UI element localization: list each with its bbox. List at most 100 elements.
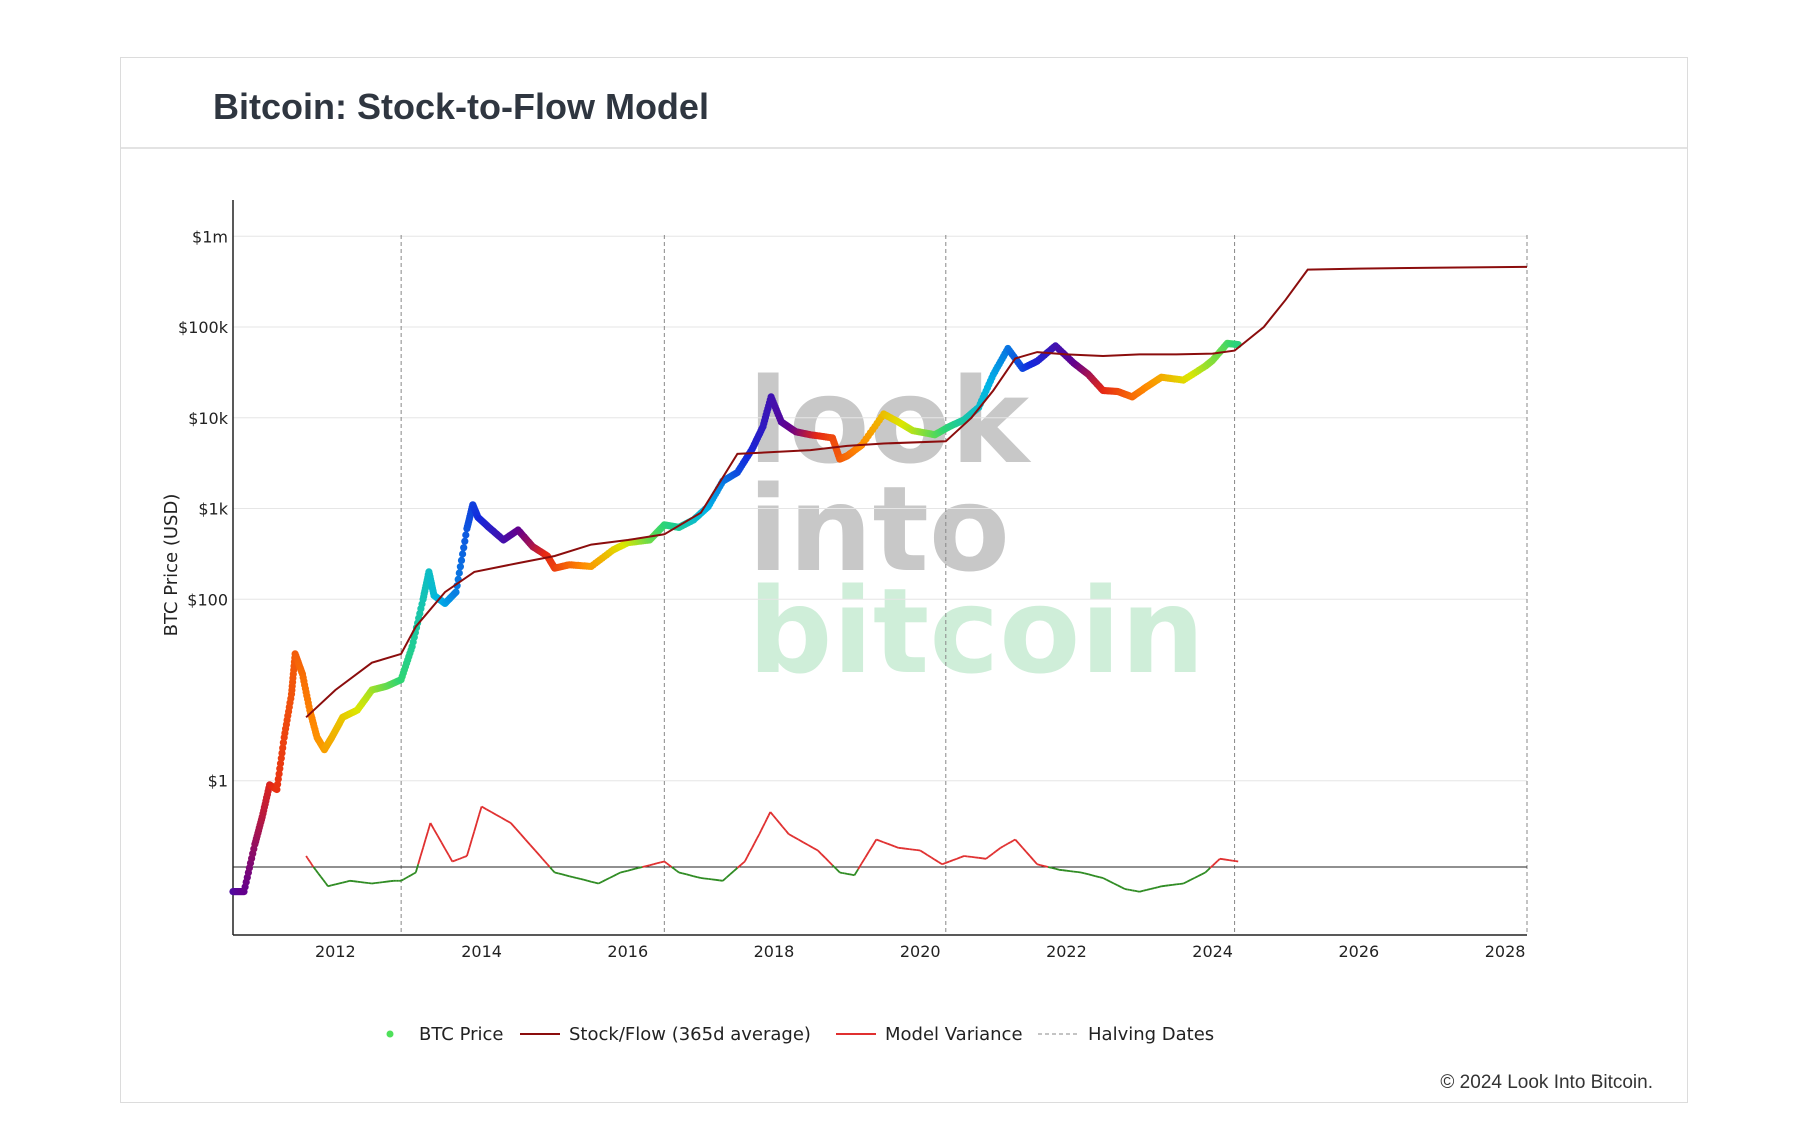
- x-tick-label: 2022: [1046, 942, 1087, 961]
- x-tick-label: 2028: [1485, 942, 1526, 961]
- variance-segment: [992, 850, 997, 855]
- chart-header: Bitcoin: Stock-to-Flow Model: [121, 58, 1687, 149]
- y-axis-title: BTC Price (USD): [161, 494, 182, 637]
- variance-segment: [916, 849, 921, 852]
- model-variance-series: [305, 805, 1239, 893]
- watermark: look into bitcoin: [748, 352, 1205, 700]
- variance-segment: [549, 866, 553, 871]
- variance-segment: [756, 833, 761, 840]
- variance-segment: [678, 871, 683, 875]
- variance-segment: [844, 872, 848, 875]
- variance-segment: [1146, 888, 1151, 891]
- variance-segment: [519, 833, 527, 841]
- variance-segment: [689, 874, 694, 878]
- axes: [232, 200, 1527, 936]
- variance-segment: [478, 806, 483, 816]
- variance-segment: [400, 878, 405, 882]
- price-point: [459, 550, 467, 558]
- variance-segment: [544, 860, 549, 865]
- page-title: Bitcoin: Stock-to-Flow Model: [213, 86, 709, 127]
- variance-segment: [666, 862, 670, 866]
- price-point: [457, 556, 466, 565]
- variance-segment: [424, 831, 429, 840]
- variance-segment: [598, 880, 603, 885]
- variance-segment: [1150, 887, 1155, 890]
- y-tick-label: $100k: [178, 318, 229, 337]
- variance-segment: [1134, 889, 1138, 893]
- variance-segment: [793, 836, 799, 841]
- variance-segment: [429, 822, 435, 830]
- variance-segment: [368, 882, 373, 885]
- variance-segment: [963, 855, 968, 858]
- legend-label: Halving Dates: [1088, 1024, 1214, 1045]
- variance-segment: [468, 839, 473, 849]
- y-axis-ticks: $1 $100 $1k $10k $100k $1m: [178, 227, 229, 790]
- watermark-bitcoin: bitcoin: [748, 562, 1205, 700]
- variance-segment: [1002, 844, 1006, 848]
- variance-segment: [534, 849, 541, 857]
- variance-segment: [495, 814, 502, 819]
- variance-segment: [1021, 847, 1027, 853]
- variance-segment: [1088, 873, 1093, 877]
- variance-segment: [1109, 880, 1115, 885]
- variance-segment: [414, 864, 420, 873]
- variance-segment: [1032, 859, 1038, 865]
- x-tick-label: 2026: [1338, 942, 1379, 961]
- variance-segment: [405, 875, 409, 879]
- variance-segment: [751, 842, 756, 849]
- variance-segment: [883, 841, 888, 845]
- variance-segment: [317, 872, 322, 878]
- variance-segment: [820, 853, 826, 859]
- variance-segment: [1055, 867, 1060, 871]
- y-tick-label: $100: [187, 590, 228, 609]
- variance-segment: [1153, 886, 1159, 889]
- variance-segment: [565, 874, 570, 878]
- x-tick-label: 2018: [754, 942, 795, 961]
- variance-segment: [1113, 882, 1118, 887]
- variance-segment: [1091, 874, 1096, 878]
- variance-segment: [1207, 867, 1211, 871]
- variance-segment: [1117, 884, 1122, 889]
- variance-segment: [1080, 871, 1085, 875]
- variance-segment: [583, 878, 588, 882]
- variance-segment: [765, 815, 770, 820]
- variance-segment: [851, 873, 855, 877]
- variance-segment: [1099, 876, 1104, 879]
- variance-segment: [938, 861, 943, 866]
- price-point: [456, 563, 464, 571]
- variance-segment: [335, 882, 340, 886]
- variance-segment: [778, 822, 784, 828]
- variance-segment: [1186, 879, 1192, 883]
- variance-segment: [890, 844, 895, 848]
- variance-segment: [1051, 867, 1056, 870]
- variance-segment: [616, 871, 621, 876]
- stock-flow-line: [305, 265, 1528, 719]
- x-tick-label: 2014: [461, 942, 502, 961]
- price-point: [452, 588, 460, 596]
- stock-flow-series: [305, 265, 1528, 719]
- variance-segment: [1106, 878, 1111, 883]
- variance-segment: [456, 857, 460, 861]
- variance-segment: [879, 840, 885, 844]
- variance-segment: [342, 880, 347, 884]
- variance-segment: [529, 844, 536, 852]
- variance-segment: [762, 822, 766, 828]
- x-tick-label: 2024: [1192, 942, 1233, 961]
- variance-segment: [960, 855, 965, 859]
- variance-segment: [327, 884, 332, 888]
- variance-segment: [835, 868, 841, 874]
- variance-segment: [682, 872, 687, 876]
- variance-segment: [1007, 841, 1011, 845]
- variance-segment: [719, 879, 723, 882]
- x-tick-label: 2016: [607, 942, 648, 961]
- variance-segment: [997, 847, 1002, 851]
- variance-segment: [781, 826, 787, 831]
- variance-segment: [1222, 858, 1227, 861]
- variance-segment: [590, 880, 596, 884]
- variance-segment: [864, 850, 870, 858]
- variance-segment: [1124, 888, 1128, 891]
- y-tick-label: $1k: [198, 500, 228, 519]
- variance-segment: [386, 880, 391, 883]
- variance-segment: [1190, 877, 1195, 881]
- variance-segment: [764, 818, 768, 824]
